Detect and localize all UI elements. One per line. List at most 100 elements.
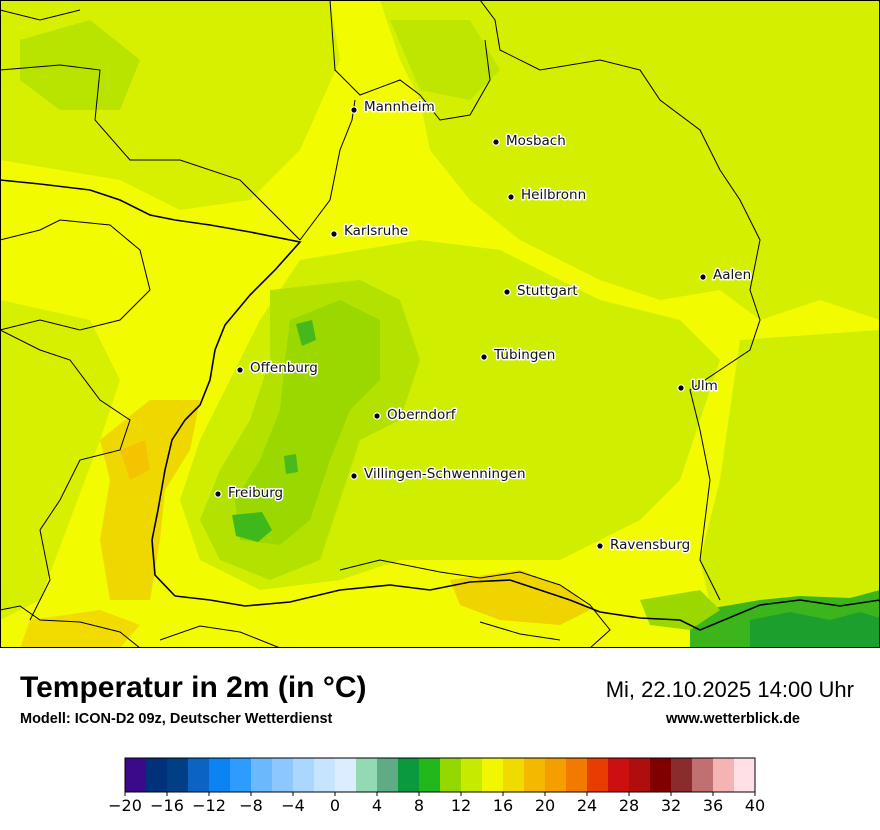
city-ulm: Ulm xyxy=(677,377,719,396)
city-dot xyxy=(503,288,511,296)
zone-lime-west xyxy=(0,300,120,620)
legend-tick-label: 40 xyxy=(745,796,765,815)
state-border-bavaria xyxy=(479,0,761,601)
city-label: Freiburg xyxy=(228,485,283,501)
legend-swatch xyxy=(692,758,714,792)
legend-swatch xyxy=(335,758,357,792)
legend-swatch xyxy=(671,758,693,792)
city-label: Ulm xyxy=(691,378,718,394)
website-link[interactable]: www.wetterblick.de xyxy=(665,711,800,727)
legend-tick-label: 8 xyxy=(414,796,424,815)
city-freiburg: Freiburg xyxy=(214,484,285,503)
city-label: Villingen-Schwenningen xyxy=(364,466,526,482)
legend-swatch xyxy=(167,758,189,792)
city-label: Heilbronn xyxy=(521,187,586,203)
legend-swatch xyxy=(251,758,273,792)
legend-tick-label: 28 xyxy=(619,796,639,815)
country-border-switzerland xyxy=(174,579,880,631)
city-oberndorf: Oberndorf xyxy=(373,406,458,425)
legend-swatch xyxy=(461,758,483,792)
legend-tick-label: 24 xyxy=(577,796,597,815)
temperature-zones xyxy=(0,0,880,648)
city-karlsruhe: Karlsruhe xyxy=(330,222,410,241)
city-dot xyxy=(492,138,500,146)
city-offenburg: Offenburg xyxy=(236,359,319,378)
legend-swatch xyxy=(314,758,336,792)
zone-dark-green-a xyxy=(232,512,272,542)
zone-lime-northeast xyxy=(380,0,880,320)
legend-swatch xyxy=(587,758,609,792)
legend-swatch xyxy=(629,758,651,792)
city-aalen: Aalen xyxy=(699,266,753,285)
map-subtitle: Modell: ICON-D2 09z, Deutscher Wetterdie… xyxy=(20,711,333,727)
city-label: Mosbach xyxy=(506,133,566,149)
legend-tick-label: 20 xyxy=(535,796,555,815)
legend-swatch xyxy=(272,758,294,792)
border-south xyxy=(0,605,561,648)
border-lake xyxy=(339,559,611,648)
legend-swatch xyxy=(734,758,756,792)
legend-frame xyxy=(124,757,756,793)
city-label: Offenburg xyxy=(250,360,318,376)
border-alsace xyxy=(0,329,131,621)
legend-swatch xyxy=(545,758,567,792)
legend-swatch xyxy=(503,758,525,792)
legend-swatch xyxy=(209,758,231,792)
legend-swatch xyxy=(125,758,147,792)
legend-ticks: −20 −16 −12 −8 −4 0 4 8 12 16 20 24 28 32 36 40 xyxy=(108,792,765,815)
state-border-hessen xyxy=(329,0,491,121)
city-dot xyxy=(480,353,488,361)
city-dot xyxy=(507,193,515,201)
zone-alps-darkgreen xyxy=(750,612,880,648)
city-markers: Mannheim Mosbach Heilbronn Karlsruhe Aal… xyxy=(214,98,753,555)
legend-tick-label: −20 xyxy=(108,796,142,815)
city-dot xyxy=(350,106,358,114)
zone-warm-southwest xyxy=(20,610,140,648)
city-stuttgart: Stuttgart xyxy=(503,282,579,301)
legend-swatch xyxy=(713,758,735,792)
legend-swatch xyxy=(377,758,399,792)
city-label: Mannheim xyxy=(364,99,435,115)
color-legend: −20 −16 −12 −8 −4 0 4 8 12 16 20 24 28 32 36 40 xyxy=(108,757,765,815)
legend-tick-label: −12 xyxy=(192,796,226,815)
city-label: Ravensburg xyxy=(610,537,690,553)
legend-swatch xyxy=(398,758,420,792)
city-label: Karlsruhe xyxy=(344,223,408,239)
legend-tick-label: −16 xyxy=(150,796,184,815)
map-title: Temperatur in 2m (in °C) xyxy=(20,671,367,704)
city-tuebingen: Tübingen xyxy=(480,346,557,365)
zone-green-tauber xyxy=(390,20,500,100)
legend-swatch xyxy=(524,758,546,792)
legend-swatch xyxy=(293,758,315,792)
zone-alps-light xyxy=(640,590,720,630)
forecast-datetime: Mi, 22.10.2025 14:00 Uhr xyxy=(605,677,854,702)
temperature-map: Mannheim Mosbach Heilbronn Karlsruhe Aal… xyxy=(0,0,880,648)
border-vosges xyxy=(0,219,151,331)
city-label: Aalen xyxy=(713,267,751,283)
city-mosbach: Mosbach xyxy=(492,132,567,151)
legend-swatch xyxy=(566,758,588,792)
city-dot xyxy=(596,542,604,550)
legend-swatch xyxy=(440,758,462,792)
legend-swatch xyxy=(650,758,672,792)
city-heilbronn: Heilbronn xyxy=(507,186,588,205)
city-mannheim: Mannheim xyxy=(350,98,436,117)
legend-tick-label: 36 xyxy=(703,796,723,815)
country-border-france xyxy=(0,179,302,597)
legend-tick-label: 12 xyxy=(451,796,471,815)
city-ravensburg: Ravensburg xyxy=(596,536,692,555)
zone-green-northwest xyxy=(20,20,140,110)
city-dot xyxy=(677,384,685,392)
legend-swatch xyxy=(608,758,630,792)
city-dot xyxy=(373,412,381,420)
city-dot xyxy=(236,366,244,374)
city-dot xyxy=(699,273,707,281)
zone-warm-lake xyxy=(450,570,590,625)
city-label: Tübingen xyxy=(493,347,555,363)
zone-orange-spot xyxy=(120,440,150,480)
legend-swatch xyxy=(356,758,378,792)
legend-swatch xyxy=(419,758,441,792)
legend-swatch xyxy=(188,758,210,792)
zone-lime-east xyxy=(700,330,880,648)
zone-green-core xyxy=(235,300,380,545)
